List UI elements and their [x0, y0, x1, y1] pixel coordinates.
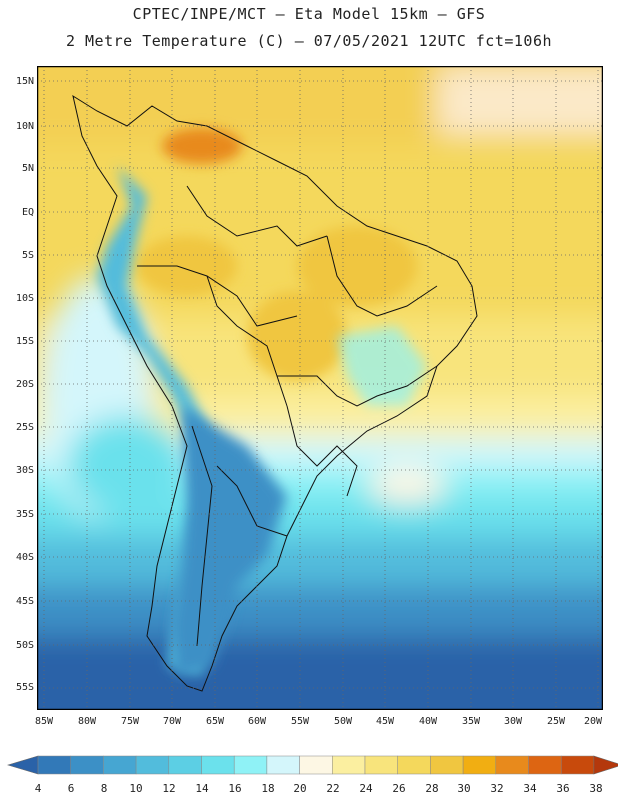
colorbar-label: 18	[261, 782, 275, 795]
colorbar-segment	[528, 755, 562, 775]
colorbar-label: 22	[326, 782, 340, 795]
colorbar-label: 10	[129, 782, 143, 795]
country-border	[326, 235, 438, 317]
lat-label: 40S	[15, 552, 34, 563]
lon-label: 25W	[546, 716, 566, 727]
lon-label: 20W	[583, 716, 603, 727]
country-border	[286, 405, 358, 497]
colorbar-label: 20	[293, 782, 307, 795]
colorbar-segment	[495, 755, 529, 775]
colorbar-label: 12	[162, 782, 176, 795]
warm-patch	[367, 468, 447, 504]
lat-label: 35S	[15, 509, 34, 520]
colorbar-label: 28	[425, 782, 439, 795]
colorbar-arrow-left	[6, 755, 39, 775]
colorbar-segment	[135, 755, 170, 775]
lon-label: 50W	[333, 716, 353, 727]
colorbar-segment	[560, 755, 595, 775]
hot-core	[247, 291, 347, 381]
lat-label: 10S	[15, 293, 34, 304]
temperature-colorbar	[6, 755, 618, 775]
lat-label: 20S	[15, 379, 34, 390]
lon-label: 80W	[77, 716, 97, 727]
colorbar-label: 32	[490, 782, 504, 795]
colorbar-label: 14	[195, 782, 209, 795]
lat-label: EQ	[21, 207, 34, 218]
cerrado-cool	[337, 326, 427, 406]
lon-label: 40W	[418, 716, 438, 727]
lat-label: 10N	[15, 121, 34, 132]
lat-label: 15N	[15, 76, 34, 87]
southern-cone-cold	[172, 406, 287, 676]
colorbar-label: 8	[100, 782, 108, 795]
colorbar-label: 34	[523, 782, 537, 795]
colorbar-segment	[397, 755, 431, 775]
lon-label: 30W	[503, 716, 523, 727]
colorbar-label: 30	[457, 782, 471, 795]
lat-label: 45S	[15, 596, 34, 607]
colorbar-label: 26	[392, 782, 406, 795]
lat-label: 25S	[15, 422, 34, 433]
cool-tongue	[67, 416, 187, 516]
colorbar-label: 6	[67, 782, 75, 795]
colorbar-segment	[201, 755, 235, 775]
country-border	[216, 465, 288, 537]
lon-label: 65W	[205, 716, 225, 727]
temp-band	[437, 66, 603, 136]
lat-label: 50S	[15, 640, 34, 651]
colorbar-segment	[233, 755, 268, 775]
lon-label: 60W	[247, 716, 267, 727]
colorbar-segment	[266, 755, 300, 775]
colorbar-segment	[37, 755, 71, 775]
colorbar-segment	[168, 755, 202, 775]
lon-label: 85W	[34, 716, 54, 727]
colorbar-segment	[70, 755, 104, 775]
colorbar-label: 24	[359, 782, 373, 795]
colorbar-label: 16	[228, 782, 242, 795]
temp-band	[37, 636, 603, 710]
graticule	[37, 66, 603, 710]
map-border	[37, 66, 603, 710]
country-border	[191, 425, 213, 647]
hot-core	[137, 236, 237, 296]
lat-label: 30S	[15, 465, 34, 476]
lon-label: 70W	[162, 716, 182, 727]
lat-label: 5S	[21, 250, 34, 261]
colorbar-segment	[103, 755, 137, 775]
map-title-line2: 2 Metre Temperature (C) – 07/05/2021 12U…	[65, 32, 553, 50]
colorbar-segment	[462, 755, 497, 775]
lat-label: 15S	[15, 336, 34, 347]
colorbar-segment	[364, 755, 398, 775]
colorbar-arrow-right	[593, 755, 618, 775]
map-title-line1: CPTEC/INPE/MCT – Eta Model 15km – GFS	[132, 5, 486, 23]
country-border	[206, 275, 288, 407]
lon-label: 45W	[375, 716, 395, 727]
colorbar-segment	[430, 755, 464, 775]
colorbar-label: 4	[34, 782, 42, 795]
colorbar-segment	[299, 755, 333, 775]
colorbar-label: 36	[556, 782, 570, 795]
lat-label: 5N	[21, 163, 34, 174]
lon-label: 75W	[120, 716, 140, 727]
colorbar-label: 38	[589, 782, 603, 795]
lat-label: 55S	[15, 682, 34, 693]
lon-label: 35W	[461, 716, 481, 727]
hot-core	[297, 226, 417, 306]
hot-core	[162, 128, 242, 164]
country-border	[277, 365, 438, 407]
country-border	[137, 265, 298, 327]
colorbar-segment	[332, 755, 366, 775]
lon-label: 55W	[290, 716, 310, 727]
temperature-map	[37, 66, 603, 710]
